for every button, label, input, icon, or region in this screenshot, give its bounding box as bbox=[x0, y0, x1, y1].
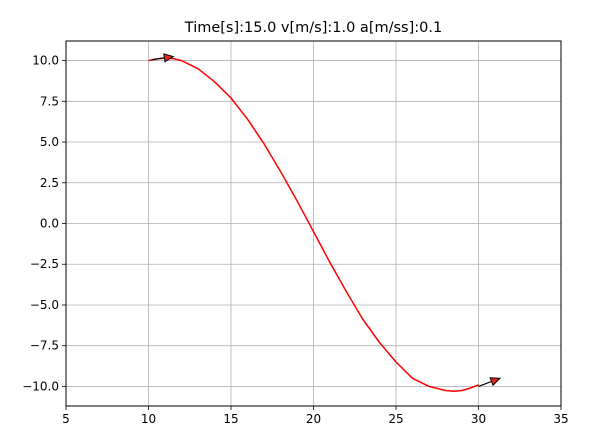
y-tick-label: −10.0 bbox=[22, 379, 59, 393]
x-tick-label: 20 bbox=[306, 412, 321, 426]
series-line-0 bbox=[148, 57, 479, 393]
direction-arrow bbox=[151, 53, 175, 63]
x-tick-label: 25 bbox=[388, 412, 403, 426]
x-tick-label: 15 bbox=[223, 412, 238, 426]
chart-title: Time[s]:15.0 v[m/s]:1.0 a[m/ss]:0.1 bbox=[184, 20, 442, 36]
x-tick-label: 5 bbox=[62, 412, 70, 426]
y-tick-label: 2.5 bbox=[40, 176, 59, 190]
y-tick-label: −5.0 bbox=[30, 298, 59, 312]
x-tick-label: 30 bbox=[471, 412, 486, 426]
y-tick-label: −7.5 bbox=[30, 339, 59, 353]
x-tick-label: 35 bbox=[553, 412, 568, 426]
y-tick-label: 0.0 bbox=[40, 217, 59, 231]
series-layer bbox=[148, 57, 479, 393]
y-tick-label: −2.5 bbox=[30, 257, 59, 271]
y-tick-label: 10.0 bbox=[32, 54, 59, 68]
x-axis: 5 10 15 20 25 30 35 bbox=[62, 406, 569, 426]
grid bbox=[65, 41, 562, 406]
y-tick-label: 5.0 bbox=[40, 135, 59, 149]
x-tick-label: 10 bbox=[141, 412, 156, 426]
y-tick-label: 7.5 bbox=[40, 94, 59, 108]
y-axis: 10.0 7.5 5.0 2.5 0.0 −2.5 −5.0 −7.5 −10.0 bbox=[22, 54, 66, 393]
arrow-layer bbox=[151, 53, 502, 388]
direction-arrow bbox=[478, 377, 502, 388]
